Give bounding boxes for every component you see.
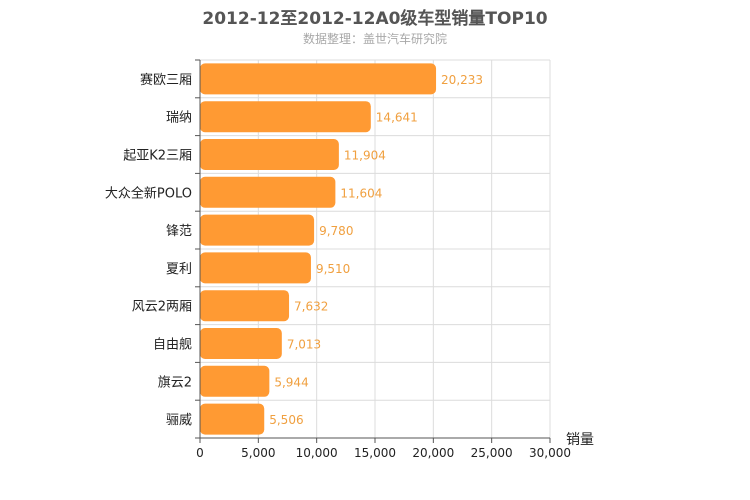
x-tick-label: 5,000 <box>241 446 275 460</box>
category-label: 瑞纳 <box>166 111 192 126</box>
bar <box>200 63 437 95</box>
x-tick-label: 15,000 <box>354 446 396 460</box>
data-label: 5,506 <box>269 413 303 427</box>
data-label: 7,013 <box>287 338 321 352</box>
data-label: 20,233 <box>441 73 483 87</box>
bar <box>200 214 315 246</box>
x-tick-label: 30,000 <box>529 446 571 460</box>
x-tick-label: 0 <box>196 446 204 460</box>
category-label: 赛欧三厢 <box>140 72 192 88</box>
bar <box>200 101 371 133</box>
data-label: 11,904 <box>344 149 386 163</box>
category-label: 夏利 <box>166 262 192 277</box>
bar <box>200 328 282 359</box>
data-label: 9,780 <box>319 224 353 238</box>
x-tick-label: 10,000 <box>296 446 338 460</box>
x-axis-title: 销量 <box>566 432 594 448</box>
bars-group: 20,233 14,641 11,904 11,604 9,780 9,510 7,632 7… <box>200 63 483 435</box>
data-label: 11,604 <box>340 186 382 200</box>
chart-title: 2012-12至2012-12A0级车型销量TOP10 <box>202 9 548 29</box>
x-tick-label: 20,000 <box>412 446 454 460</box>
category-label: 锋范 <box>166 224 192 239</box>
bar <box>200 176 336 208</box>
bar <box>200 403 265 435</box>
bar <box>200 290 290 322</box>
bar <box>200 252 311 284</box>
category-label: 起亚K2三厢 <box>123 149 192 164</box>
data-label: 5,944 <box>274 375 308 389</box>
data-label: 9,510 <box>316 262 350 276</box>
category-label: 自由舰 <box>153 338 192 353</box>
category-label: 旗云2 <box>158 374 192 390</box>
category-label: 大众全新POLO <box>105 185 192 201</box>
axes-group: 0 5,000 10,000 15,000 20,000 25,000 30,000 赛欧三厢… <box>105 59 571 460</box>
chart-subtitle: 数据整理：盖世汽车研究院 <box>302 32 447 46</box>
bar <box>200 139 339 170</box>
category-label: 骊威 <box>166 413 192 428</box>
grid-lines <box>200 59 551 438</box>
category-label: 风云2两厢 <box>132 300 192 315</box>
bar <box>200 365 270 397</box>
data-label: 14,641 <box>376 111 418 125</box>
data-label: 7,632 <box>294 300 328 314</box>
x-tick-label: 25,000 <box>471 446 513 460</box>
